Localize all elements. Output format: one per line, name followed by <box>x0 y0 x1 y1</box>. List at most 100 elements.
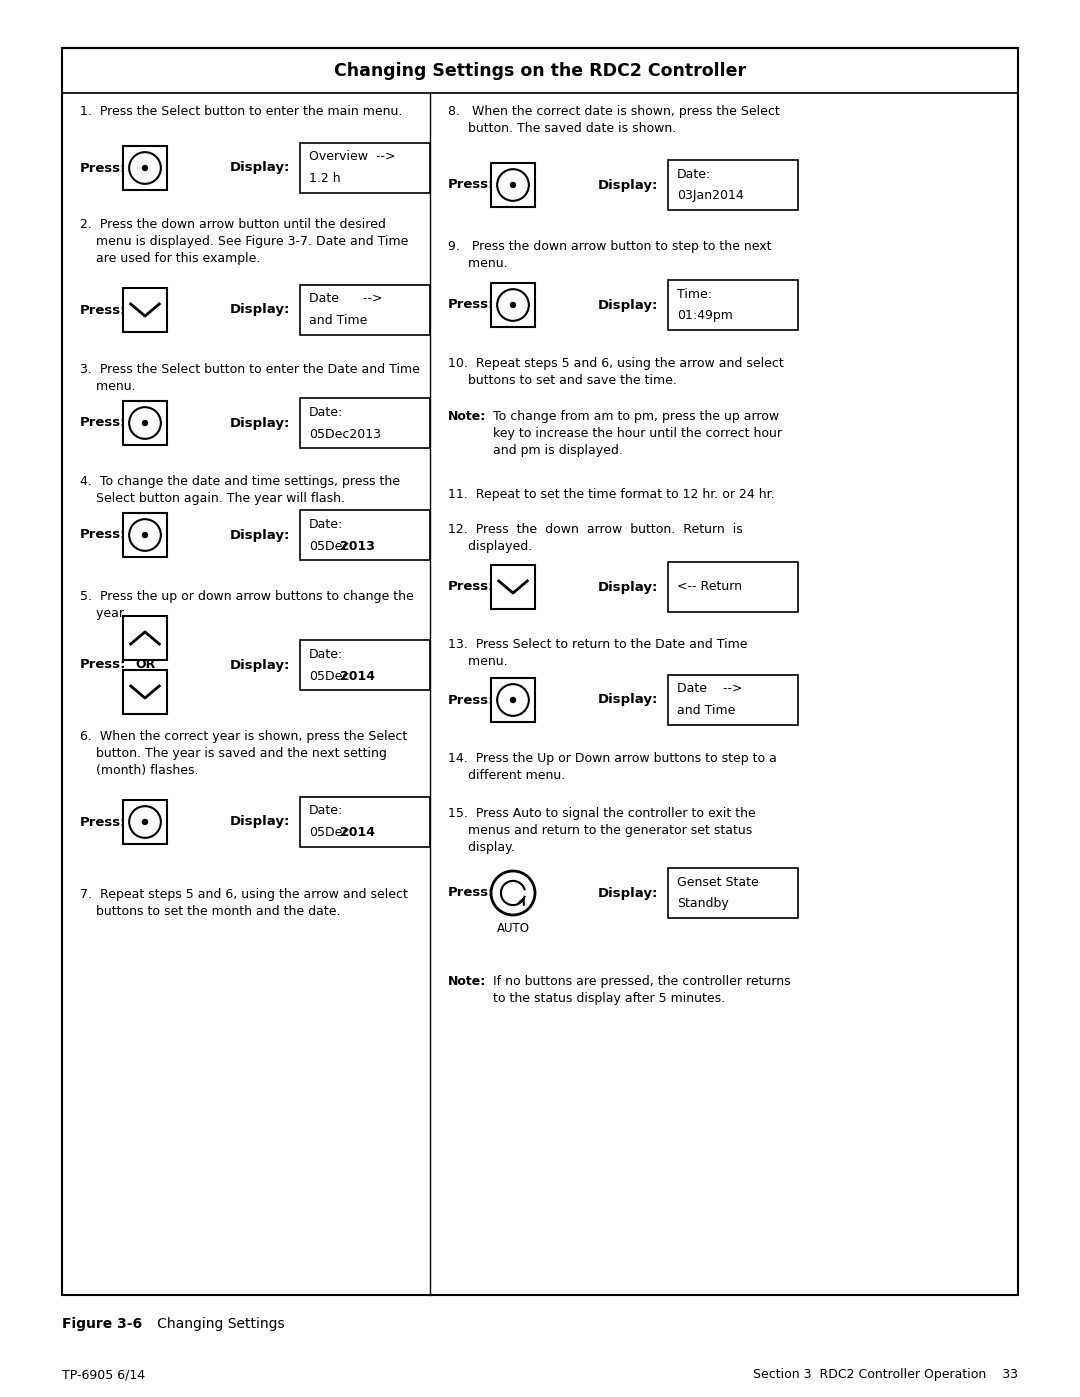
Circle shape <box>143 420 148 426</box>
Text: and Time: and Time <box>677 704 735 718</box>
Circle shape <box>497 685 529 715</box>
Text: Figure 3-6: Figure 3-6 <box>62 1317 143 1331</box>
Text: 05Dec: 05Dec <box>309 539 349 552</box>
Text: Press:: Press: <box>448 693 495 707</box>
Text: 3.  Press the Select button to enter the Date and Time
    menu.: 3. Press the Select button to enter the … <box>80 363 420 393</box>
Bar <box>300 798 430 847</box>
Text: 7.  Repeat steps 5 and 6, using the arrow and select
    buttons to set the mont: 7. Repeat steps 5 and 6, using the arrow… <box>80 888 408 918</box>
Text: OR: OR <box>135 658 156 672</box>
Bar <box>669 279 798 330</box>
Circle shape <box>511 697 515 703</box>
Text: 2014: 2014 <box>340 827 375 840</box>
Text: Press:: Press: <box>448 887 495 900</box>
Circle shape <box>130 152 161 184</box>
Text: 2013: 2013 <box>340 539 375 552</box>
Text: Time:: Time: <box>677 288 712 300</box>
Text: 1.2 h: 1.2 h <box>309 172 340 186</box>
Text: 03Jan2014: 03Jan2014 <box>677 190 744 203</box>
Text: Date:: Date: <box>309 517 343 531</box>
Text: Standby: Standby <box>677 897 729 911</box>
Bar <box>491 678 535 722</box>
Text: Display:: Display: <box>598 581 659 594</box>
Text: AUTO: AUTO <box>497 922 529 936</box>
Circle shape <box>130 407 161 439</box>
Text: Note:: Note: <box>448 409 486 423</box>
Text: Press:: Press: <box>448 299 495 312</box>
Text: 01:49pm: 01:49pm <box>677 310 733 323</box>
Text: 5.  Press the up or down arrow buttons to change the
    year.: 5. Press the up or down arrow buttons to… <box>80 590 414 620</box>
Text: <-- Return: <-- Return <box>677 581 742 594</box>
Bar <box>300 285 430 335</box>
Bar <box>491 284 535 327</box>
Text: If no buttons are pressed, the controller returns
to the status display after 5 : If no buttons are pressed, the controlle… <box>492 975 791 1004</box>
Text: 2014: 2014 <box>340 669 375 683</box>
Text: Press:: Press: <box>80 303 126 317</box>
Bar <box>669 562 798 612</box>
Text: 9.   Press the down arrow button to step to the next
     menu.: 9. Press the down arrow button to step t… <box>448 240 771 270</box>
Text: Changing Settings on the RDC2 Controller: Changing Settings on the RDC2 Controller <box>334 61 746 80</box>
Bar <box>123 513 167 557</box>
Text: 05Dec2013: 05Dec2013 <box>309 427 381 440</box>
Text: Note:: Note: <box>448 975 486 988</box>
Text: 14.  Press the Up or Down arrow buttons to step to a
     different menu.: 14. Press the Up or Down arrow buttons t… <box>448 752 777 782</box>
Text: Display:: Display: <box>230 416 291 429</box>
Bar <box>123 616 167 659</box>
Text: 15.  Press Auto to signal the controller to exit the
     menus and return to th: 15. Press Auto to signal the controller … <box>448 807 756 854</box>
Text: 1.  Press the Select button to enter the main menu.: 1. Press the Select button to enter the … <box>80 105 403 117</box>
Bar <box>300 398 430 448</box>
Text: 13.  Press Select to return to the Date and Time
     menu.: 13. Press Select to return to the Date a… <box>448 638 747 668</box>
Text: Press:: Press: <box>80 416 126 429</box>
Text: Press:: Press: <box>80 528 126 542</box>
Bar <box>669 161 798 210</box>
Text: 4.  To change the date and time settings, press the
    Select button again. The: 4. To change the date and time settings,… <box>80 475 400 504</box>
Text: TP-6905 6/14: TP-6905 6/14 <box>62 1368 145 1382</box>
Bar <box>123 401 167 446</box>
Text: Display:: Display: <box>230 162 291 175</box>
Text: Display:: Display: <box>598 887 659 900</box>
Bar <box>491 564 535 609</box>
Text: Display:: Display: <box>230 528 291 542</box>
Text: Date:: Date: <box>309 647 343 661</box>
Circle shape <box>497 289 529 321</box>
Circle shape <box>130 806 161 838</box>
Text: Date      -->: Date --> <box>309 292 382 306</box>
Text: Display:: Display: <box>598 299 659 312</box>
Text: Date:: Date: <box>677 168 712 180</box>
Text: Press:: Press: <box>448 179 495 191</box>
Text: Press:: Press: <box>80 162 126 175</box>
Bar <box>491 163 535 207</box>
Bar <box>123 147 167 190</box>
Text: Overview  -->: Overview --> <box>309 151 395 163</box>
Bar <box>300 640 430 690</box>
Text: Display:: Display: <box>230 658 291 672</box>
Bar <box>123 288 167 332</box>
Bar <box>300 510 430 560</box>
Text: 2.  Press the down arrow button until the desired
    menu is displayed. See Fig: 2. Press the down arrow button until the… <box>80 218 408 265</box>
Text: Date:: Date: <box>309 405 343 419</box>
Text: Date    -->: Date --> <box>677 683 743 696</box>
Text: Press:: Press: <box>80 816 126 828</box>
Circle shape <box>497 169 529 201</box>
Text: 8.   When the correct date is shown, press the Select
     button. The saved dat: 8. When the correct date is shown, press… <box>448 105 780 136</box>
Bar <box>300 142 430 193</box>
Text: Display:: Display: <box>598 693 659 707</box>
Circle shape <box>143 532 148 538</box>
Bar <box>669 868 798 918</box>
Text: Press:: Press: <box>80 658 126 672</box>
Text: 05Dec: 05Dec <box>309 669 349 683</box>
Circle shape <box>511 183 515 187</box>
Text: Display:: Display: <box>230 303 291 317</box>
Text: Genset State: Genset State <box>677 876 759 888</box>
Text: Display:: Display: <box>230 816 291 828</box>
Text: Press:: Press: <box>448 581 495 594</box>
Text: To change from am to pm, press the up arrow
key to increase the hour until the c: To change from am to pm, press the up ar… <box>492 409 782 457</box>
Bar <box>62 47 1018 1295</box>
Text: and Time: and Time <box>309 314 367 327</box>
Text: 12.  Press  the  down  arrow  button.  Return  is
     displayed.: 12. Press the down arrow button. Return … <box>448 522 743 553</box>
Circle shape <box>143 165 148 170</box>
Bar <box>123 800 167 844</box>
Bar <box>669 675 798 725</box>
Text: 10.  Repeat steps 5 and 6, using the arrow and select
     buttons to set and sa: 10. Repeat steps 5 and 6, using the arro… <box>448 358 784 387</box>
Circle shape <box>143 820 148 824</box>
Text: Date:: Date: <box>309 805 343 817</box>
